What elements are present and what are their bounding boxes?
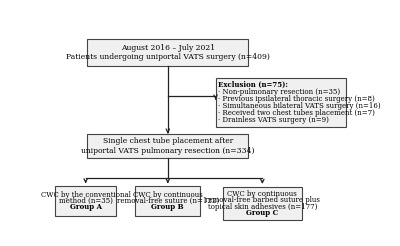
Text: removal-free barbed suture plus: removal-free barbed suture plus: [205, 196, 320, 204]
FancyBboxPatch shape: [87, 39, 248, 65]
Text: · Drainless VATS surgery (n=9): · Drainless VATS surgery (n=9): [218, 116, 329, 124]
Text: Single chest tube placement after
uniportal VATS pulmonary resection (n=334): Single chest tube placement after unipor…: [81, 138, 254, 155]
FancyBboxPatch shape: [135, 186, 200, 216]
FancyBboxPatch shape: [56, 186, 116, 216]
Text: CWC by the conventional: CWC by the conventional: [41, 191, 130, 199]
Text: method (n=35): method (n=35): [59, 197, 112, 205]
Text: · Received two chest tubes placement (n=7): · Received two chest tubes placement (n=…: [218, 109, 375, 117]
Text: CWC by continuous: CWC by continuous: [228, 190, 297, 198]
Text: CWC by continuous: CWC by continuous: [133, 191, 203, 199]
FancyBboxPatch shape: [216, 78, 346, 127]
Text: Group B: Group B: [152, 203, 184, 211]
FancyBboxPatch shape: [223, 187, 302, 220]
Text: removal-free suture (n=122): removal-free suture (n=122): [117, 197, 219, 205]
FancyBboxPatch shape: [87, 134, 248, 158]
Text: Exclusion (n=75):: Exclusion (n=75):: [218, 80, 288, 89]
Text: Group A: Group A: [70, 203, 102, 211]
Text: August 2016 – July 2021
Patients undergoing uniportal VATS surgery (n=409): August 2016 – July 2021 Patients undergo…: [66, 44, 270, 61]
Text: · Previous ipsilateral thoracic surgery (n=8): · Previous ipsilateral thoracic surgery …: [218, 95, 375, 103]
Text: topical skin adhesives (n=177): topical skin adhesives (n=177): [208, 202, 317, 211]
Text: · Non-pulmonary resection (n=35): · Non-pulmonary resection (n=35): [218, 88, 340, 96]
Text: · Simultaneous bilateral VATS surgery (n=16): · Simultaneous bilateral VATS surgery (n…: [218, 102, 381, 110]
Text: Group C: Group C: [246, 209, 278, 217]
